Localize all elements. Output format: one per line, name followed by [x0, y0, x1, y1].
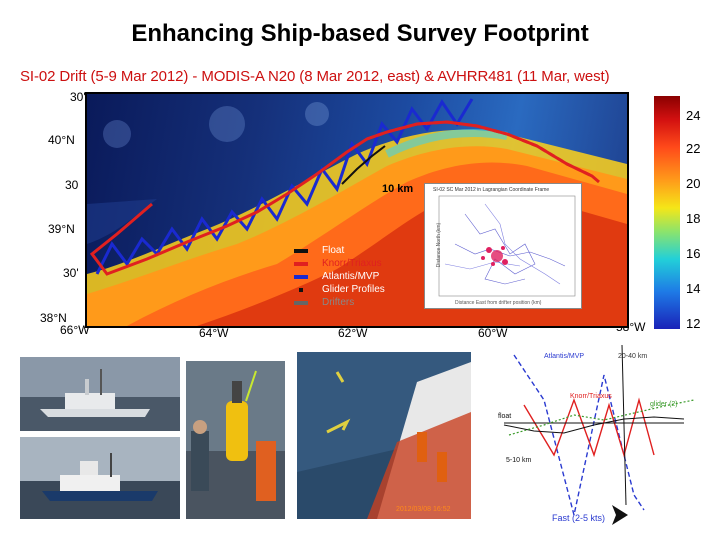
lon-label-4: 60°W	[478, 326, 508, 340]
inset-title: SI-02 SC Mar 2012 in Lagrangian Coordina…	[433, 187, 550, 193]
colorbar-tick: 24	[686, 108, 701, 123]
legend-item: Glider Profiles	[294, 283, 385, 296]
lat-label-6: 38°N	[40, 311, 67, 325]
diagram-span-label: 20-40 km	[618, 353, 648, 360]
sst-colorbar	[654, 96, 680, 329]
map-caption: SI-02 Drift (5-9 Mar 2012) - MODIS-A N20…	[20, 68, 610, 85]
diagram-float-label: float	[498, 413, 512, 420]
glider-photo-graphic	[297, 352, 471, 519]
legend-item: Float	[294, 244, 385, 257]
legend-label: Float	[322, 245, 345, 256]
sampling-pattern-diagram: Atlantis/MVP 20-40 km Knorr/Triaxus glid…	[494, 345, 710, 527]
lon-label-1: 66°W	[60, 323, 90, 337]
legend-item: Drifters	[294, 296, 385, 309]
diagram-spacing-label: 5-10 km	[506, 457, 532, 464]
lat-label-5: 30'	[63, 266, 79, 280]
inset-plot	[438, 195, 576, 297]
inset-ylabel: Distance North (km)	[436, 222, 443, 268]
diagram-fast-label: Fast (2-5 kts)	[552, 513, 606, 523]
legend-label: Knorr/Triaxus	[322, 258, 382, 269]
colorbar-tick: 22	[686, 141, 701, 156]
lat-label-4: 39°N	[48, 222, 75, 236]
legend-swatch	[294, 248, 308, 253]
float-deployment-photo	[186, 361, 285, 519]
diagram-atlantis-label: Atlantis/MVP	[544, 353, 585, 360]
lat-label-3: 30	[65, 178, 79, 192]
inset-xlabel: Distance East from drifter position (km)	[455, 300, 542, 306]
lat-label-2: 40°N	[48, 133, 75, 147]
colorbar-tick: 14	[686, 281, 701, 296]
legend-swatch	[294, 274, 308, 279]
legend-item: Knorr/Triaxus	[294, 257, 385, 270]
research-ship-photo	[20, 437, 180, 519]
legend-item: Atlantis/MVP	[294, 270, 385, 283]
lon-label-2: 64°W	[199, 326, 229, 340]
diagram-glider-label: glider (2)	[650, 401, 678, 408]
glider-deployment-photo	[297, 352, 471, 519]
lat-label-1: 30'	[70, 90, 86, 104]
legend-label: Drifters	[322, 297, 355, 308]
legend-swatch	[294, 300, 308, 305]
colorbar-tick: 16	[686, 246, 701, 261]
colorbar-tick: 20	[686, 176, 701, 191]
ship-photo-graphic	[20, 437, 180, 519]
slide-title: Enhancing Ship-based Survey Footprint	[131, 20, 589, 47]
photo-timestamp: 2012/03/08 16:52	[396, 506, 451, 513]
diagram-knorr-label: Knorr/Triaxus	[570, 393, 612, 400]
legend-swatch	[299, 287, 303, 292]
research-ship-photo	[20, 357, 180, 431]
deployment-photo-graphic	[186, 361, 285, 519]
sampling-pattern-graphic	[503, 345, 695, 525]
legend-swatch	[294, 261, 308, 266]
colorbar-tick: 12	[686, 316, 701, 331]
legend-label: Glider Profiles	[322, 284, 385, 295]
colorbar-tick: 18	[686, 211, 701, 226]
lon-label-3: 62°W	[338, 326, 368, 340]
map-legend: Float Knorr/Triaxus Atlantis/MVP Glider …	[294, 244, 385, 309]
scale-label: 10 km	[382, 183, 414, 195]
ship-photo-graphic	[20, 357, 180, 431]
lagrangian-inset: SI-02 SC Mar 2012 in Lagrangian Coordina…	[424, 183, 582, 309]
legend-label: Atlantis/MVP	[322, 271, 380, 282]
